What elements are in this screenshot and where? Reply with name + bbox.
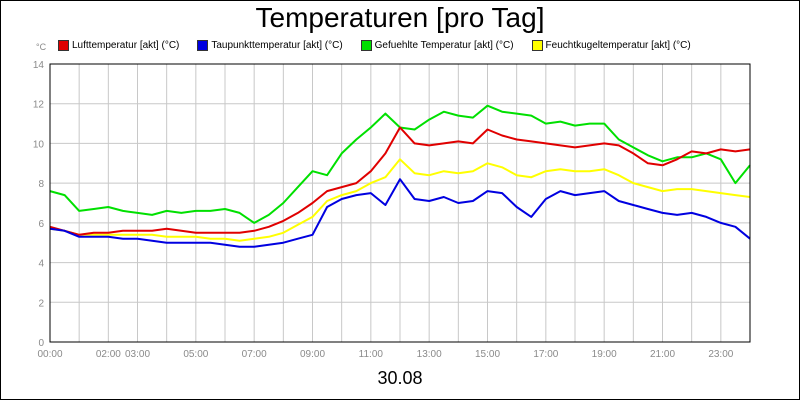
legend: Lufttemperatur [akt] (°C) Taupunkttemper… bbox=[58, 37, 691, 53]
x-tick-label: 15:00 bbox=[475, 349, 500, 360]
y-tick-label: 10 bbox=[33, 139, 45, 150]
x-tick-label: 05:00 bbox=[183, 349, 208, 360]
y-tick-label: 0 bbox=[38, 338, 44, 349]
legend-item-gefuehlte-temperatur: Gefuehlte Temperatur [akt] (°C) bbox=[360, 37, 514, 53]
legend-item-feuchtkugeltemperatur: Feuchtkugeltemperatur [akt] (°C) bbox=[531, 37, 691, 53]
x-tick-label: 19:00 bbox=[592, 349, 617, 360]
legend-label-lufttemperatur: Lufttemperatur [akt] (°C) bbox=[72, 39, 180, 51]
series-line-feuchtkugeltemperatur bbox=[49, 158, 751, 242]
y-tick-label: 4 bbox=[38, 259, 44, 270]
series-line-taupunkttemperatur bbox=[49, 178, 751, 248]
y-tick-label: 2 bbox=[38, 298, 44, 309]
chart-title: Temperaturen [pro Tag] bbox=[255, 2, 545, 33]
y-tick-label: 14 bbox=[33, 60, 45, 71]
x-tick-label: 23:00 bbox=[708, 349, 733, 360]
x-tick-label: 02:00 bbox=[96, 349, 121, 360]
x-tick-label: 09:00 bbox=[300, 349, 325, 360]
date-label: 30.08 bbox=[377, 368, 423, 388]
legend-item-lufttemperatur: Lufttemperatur [akt] (°C) bbox=[58, 37, 179, 53]
legend-label-taupunkttemperatur: Taupunkttemperatur [akt] (°C) bbox=[211, 39, 343, 51]
x-tick-label: 03:00 bbox=[125, 349, 150, 360]
y-axis-unit: °C bbox=[36, 42, 47, 52]
legend-label-gefuehlte-temperatur: Gefuehlte Temperatur [akt] (°C) bbox=[374, 39, 514, 51]
x-tick-label: 13:00 bbox=[417, 349, 442, 360]
legend-label-feuchtkugeltemperatur: Feuchtkugeltemperatur [akt] (°C) bbox=[545, 39, 691, 51]
legend-item-taupunkttemperatur: Taupunkttemperatur [akt] (°C) bbox=[197, 37, 343, 53]
legend-swatch-taupunkttemperatur bbox=[197, 39, 209, 51]
y-tick-label: 12 bbox=[33, 100, 45, 111]
legend-swatch-gefuehlte-temperatur bbox=[360, 39, 372, 51]
x-tick-label: 07:00 bbox=[242, 349, 267, 360]
x-tick-label: 11:00 bbox=[359, 349, 384, 360]
legend-swatch-feuchtkugeltemperatur bbox=[531, 39, 543, 51]
legend-swatch-lufttemperatur bbox=[58, 39, 69, 51]
x-tick-label: 17:00 bbox=[533, 349, 558, 360]
y-tick-label: 6 bbox=[38, 219, 44, 230]
plot-border bbox=[49, 63, 751, 343]
series-line-lufttemperatur bbox=[49, 126, 751, 236]
x-tick-label: 00:00 bbox=[37, 349, 62, 360]
y-tick-label: 8 bbox=[38, 179, 44, 190]
x-tick-label: 21:00 bbox=[650, 349, 675, 360]
